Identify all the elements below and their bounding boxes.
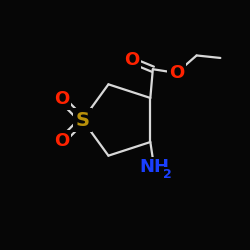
Text: S: S xyxy=(76,110,90,130)
Text: NH: NH xyxy=(139,158,169,176)
Text: O: O xyxy=(54,132,70,150)
Text: O: O xyxy=(169,64,184,82)
Text: 2: 2 xyxy=(163,168,172,180)
Text: O: O xyxy=(124,52,139,70)
Text: O: O xyxy=(54,90,70,108)
